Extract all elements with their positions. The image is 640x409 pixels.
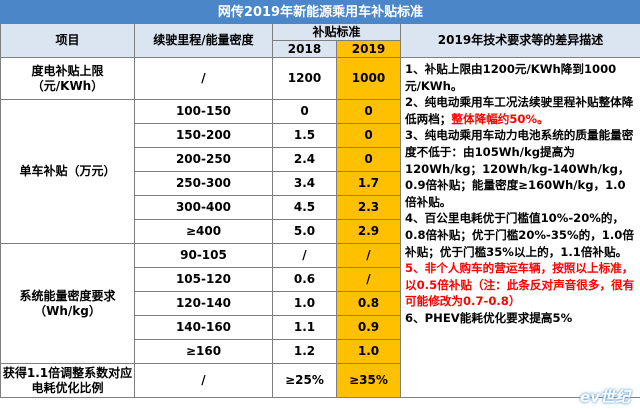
table-row-2019: /	[336, 267, 401, 292]
table-row-2018: 4.5	[272, 195, 337, 220]
table-row-2019: 1.0	[336, 339, 401, 364]
energy-density-label: 系统能量密度要求（Wh/kg）	[0, 243, 135, 364]
table-row-2018: 0.6	[272, 267, 337, 292]
table-row-range: 120-140	[134, 291, 273, 316]
table-row-range: 200-250	[134, 147, 273, 172]
desc-item-2: 2、纯电动乘用车工况法续驶里程补贴整体降低两档；整体降幅约50%。	[405, 94, 637, 127]
desc-item-1: 1、补贴上限由1200元/KWh降到1000元/KWh。	[405, 62, 617, 93]
desc-item-6: 6、PHEV能耗优化要求提高5%	[405, 310, 573, 325]
difference-description: 1、补贴上限由1200元/KWh降到1000元/KWh。 2、纯电动乘用车工况法…	[399, 57, 640, 398]
table-row-2019: 0.9	[336, 315, 401, 340]
table-row-2019: 0.8	[336, 291, 401, 316]
desc-item-2-highlight: 整体降幅约50%。	[451, 111, 549, 126]
table-row-2019: 0	[336, 99, 401, 124]
table-row-range: 250-300	[134, 171, 273, 196]
table-row-2019: 2.3	[336, 195, 401, 220]
table-row-2018: /	[272, 243, 337, 268]
header-standard: 补贴标准	[272, 23, 401, 41]
table-row-range: 90-105	[134, 243, 273, 268]
table-row-2018: 5.0	[272, 219, 337, 244]
header-item: 项目	[0, 23, 135, 58]
table-row-2019: /	[336, 243, 401, 268]
desc-item-5: 5、非个人购车的营运车辆，按照以上标准，以0.5倍补贴（注：此条反对声音很多，很…	[405, 261, 635, 309]
ratio-2018: ≥25%	[272, 363, 337, 398]
degree-range: /	[134, 57, 273, 100]
header-desc: 2019年技术要求等的差异描述	[399, 23, 640, 58]
table-row-2018: 1.0	[272, 291, 337, 316]
table-row-2019: 0	[336, 147, 401, 172]
ratio-label: 获得1.1倍调整系数对应电耗优化比例	[0, 363, 135, 398]
table-row-2018: 1.1	[272, 315, 337, 340]
degree-2019: 1000	[336, 57, 401, 100]
table-row-range: 150-200	[134, 123, 273, 148]
ratio-2019: ≥35%	[336, 363, 401, 398]
table-row-range: 105-120	[134, 267, 273, 292]
table-title: 网传2019年新能源乘用车补贴标准	[0, 0, 640, 24]
subsidy-table: 网传2019年新能源乘用车补贴标准 项目 续驶里程/能量密度 补贴标准 2019…	[0, 0, 640, 398]
table-row-range: ≥400	[134, 219, 273, 244]
ratio-range: /	[134, 363, 273, 398]
table-row-2018: 1.2	[272, 339, 337, 364]
desc-item-3: 3、纯电动乘用车动力电池系统的质量能量密度不低于：由105Wh/kg提高为120…	[405, 128, 634, 209]
table-row-2019: 2.9	[336, 219, 401, 244]
table-row-2019: 0	[336, 123, 401, 148]
table-row-2018: 0	[272, 99, 337, 124]
table-row-2018: 3.4	[272, 171, 337, 196]
table-row-range: 100-150	[134, 99, 273, 124]
desc-item-4: 4、百公里电耗优于门槛值10%-20%的，0.8倍补贴；优于门槛20%-35%的…	[405, 211, 634, 259]
header-year-2019: 2019	[336, 40, 401, 58]
header-range: 续驶里程/能量密度	[134, 23, 273, 58]
table-row-range: 140-160	[134, 315, 273, 340]
header-year-2018: 2018	[272, 40, 337, 58]
degree-label: 度电补贴上限（元/KWh）	[0, 57, 135, 100]
table-row-2018: 1.5	[272, 123, 337, 148]
watermark-logo: ev世纪	[580, 388, 630, 406]
desc-item-2-text: 2、纯电动乘用车工况法续驶里程补贴整体降低两档；	[405, 95, 634, 126]
table-row-2018: 2.4	[272, 147, 337, 172]
table-row-2019: 1.7	[336, 171, 401, 196]
single-subsidy-label: 单车补贴（万元）	[0, 99, 135, 244]
degree-2018: 1200	[272, 57, 337, 100]
table-row-range: 300-400	[134, 195, 273, 220]
table-row-range: ≥160	[134, 339, 273, 364]
